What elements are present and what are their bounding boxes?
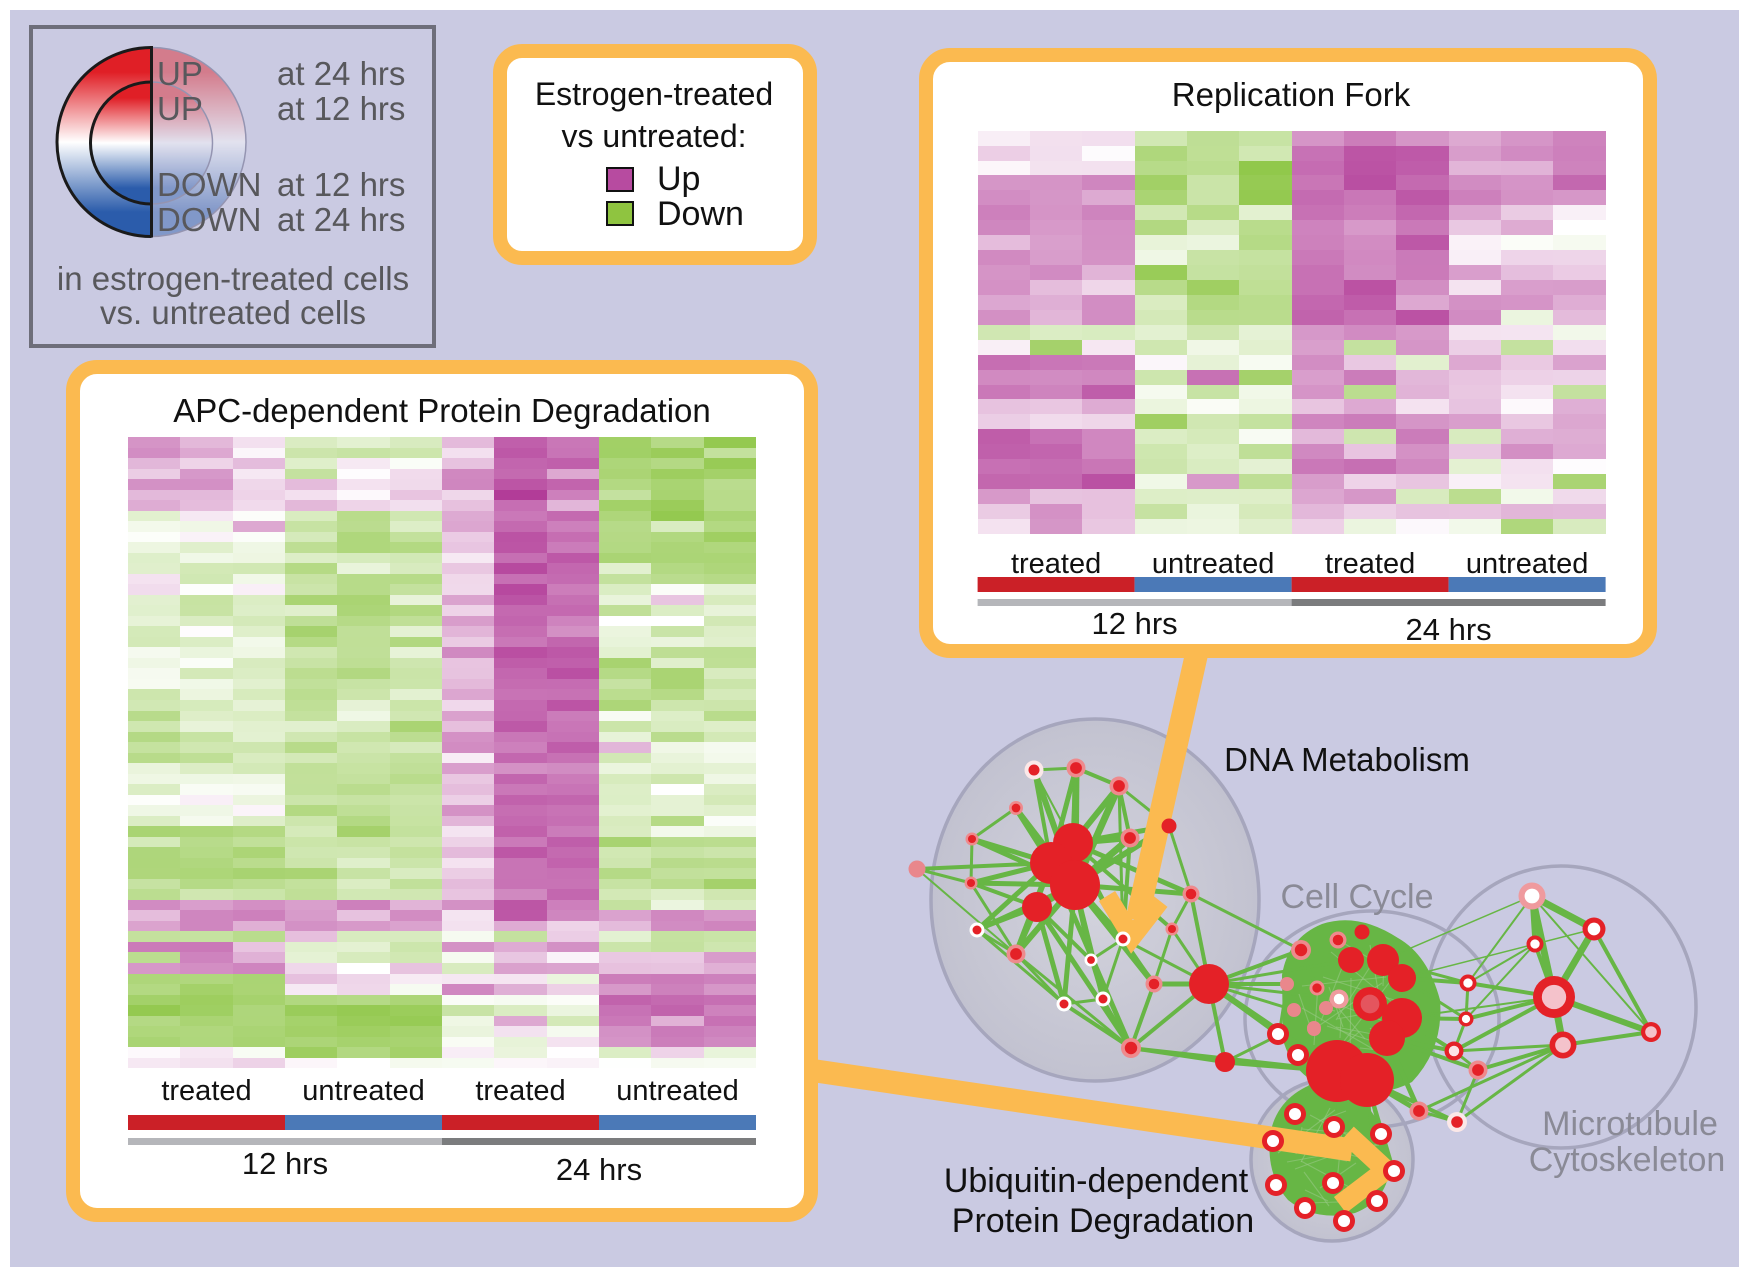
svg-text:treated: treated [1011, 548, 1101, 580]
svg-text:Down: Down [657, 195, 744, 233]
svg-text:Cytoskeleton: Cytoskeleton [1529, 1141, 1726, 1179]
svg-text:UP: UP [157, 55, 203, 92]
svg-text:DNA Metabolism: DNA Metabolism [1224, 741, 1470, 778]
svg-text:APC-dependent Protein Degradat: APC-dependent Protein Degradation [173, 392, 711, 429]
svg-text:24 hrs: 24 hrs [1406, 612, 1492, 647]
svg-text:untreated: untreated [302, 1075, 425, 1107]
svg-text:Estrogen-treated: Estrogen-treated [535, 76, 773, 112]
svg-text:12 hrs: 12 hrs [242, 1146, 328, 1181]
svg-text:untreated: untreated [1466, 548, 1589, 580]
svg-text:untreated: untreated [616, 1075, 739, 1107]
svg-text:Protein Degradation: Protein Degradation [952, 1202, 1254, 1240]
svg-text:in estrogen-treated cells: in estrogen-treated cells [57, 260, 409, 297]
svg-text:treated: treated [1325, 548, 1415, 580]
svg-text:Cell Cycle: Cell Cycle [1280, 878, 1433, 916]
svg-text:Microtubule: Microtubule [1542, 1105, 1718, 1143]
svg-text:untreated: untreated [1152, 548, 1275, 580]
svg-text:Replication Fork: Replication Fork [1172, 76, 1411, 113]
svg-text:treated: treated [161, 1075, 251, 1107]
svg-text:at 12 hrs: at 12 hrs [277, 90, 405, 127]
svg-text:at 24 hrs: at 24 hrs [277, 201, 405, 238]
svg-text:vs. untreated cells: vs. untreated cells [100, 294, 366, 331]
svg-text:DOWN: DOWN [157, 201, 261, 238]
svg-text:treated: treated [475, 1075, 565, 1107]
svg-text:24 hrs: 24 hrs [556, 1152, 642, 1187]
svg-text:vs untreated:: vs untreated: [562, 118, 747, 154]
svg-text:Ubiquitin-dependent: Ubiquitin-dependent [944, 1162, 1249, 1200]
svg-text:DOWN: DOWN [157, 166, 261, 203]
svg-text:at 24 hrs: at 24 hrs [277, 55, 405, 92]
svg-text:UP: UP [157, 90, 203, 127]
svg-text:12 hrs: 12 hrs [1092, 606, 1178, 641]
svg-text:at 12 hrs: at 12 hrs [277, 166, 405, 203]
svg-text:Up: Up [657, 160, 700, 198]
